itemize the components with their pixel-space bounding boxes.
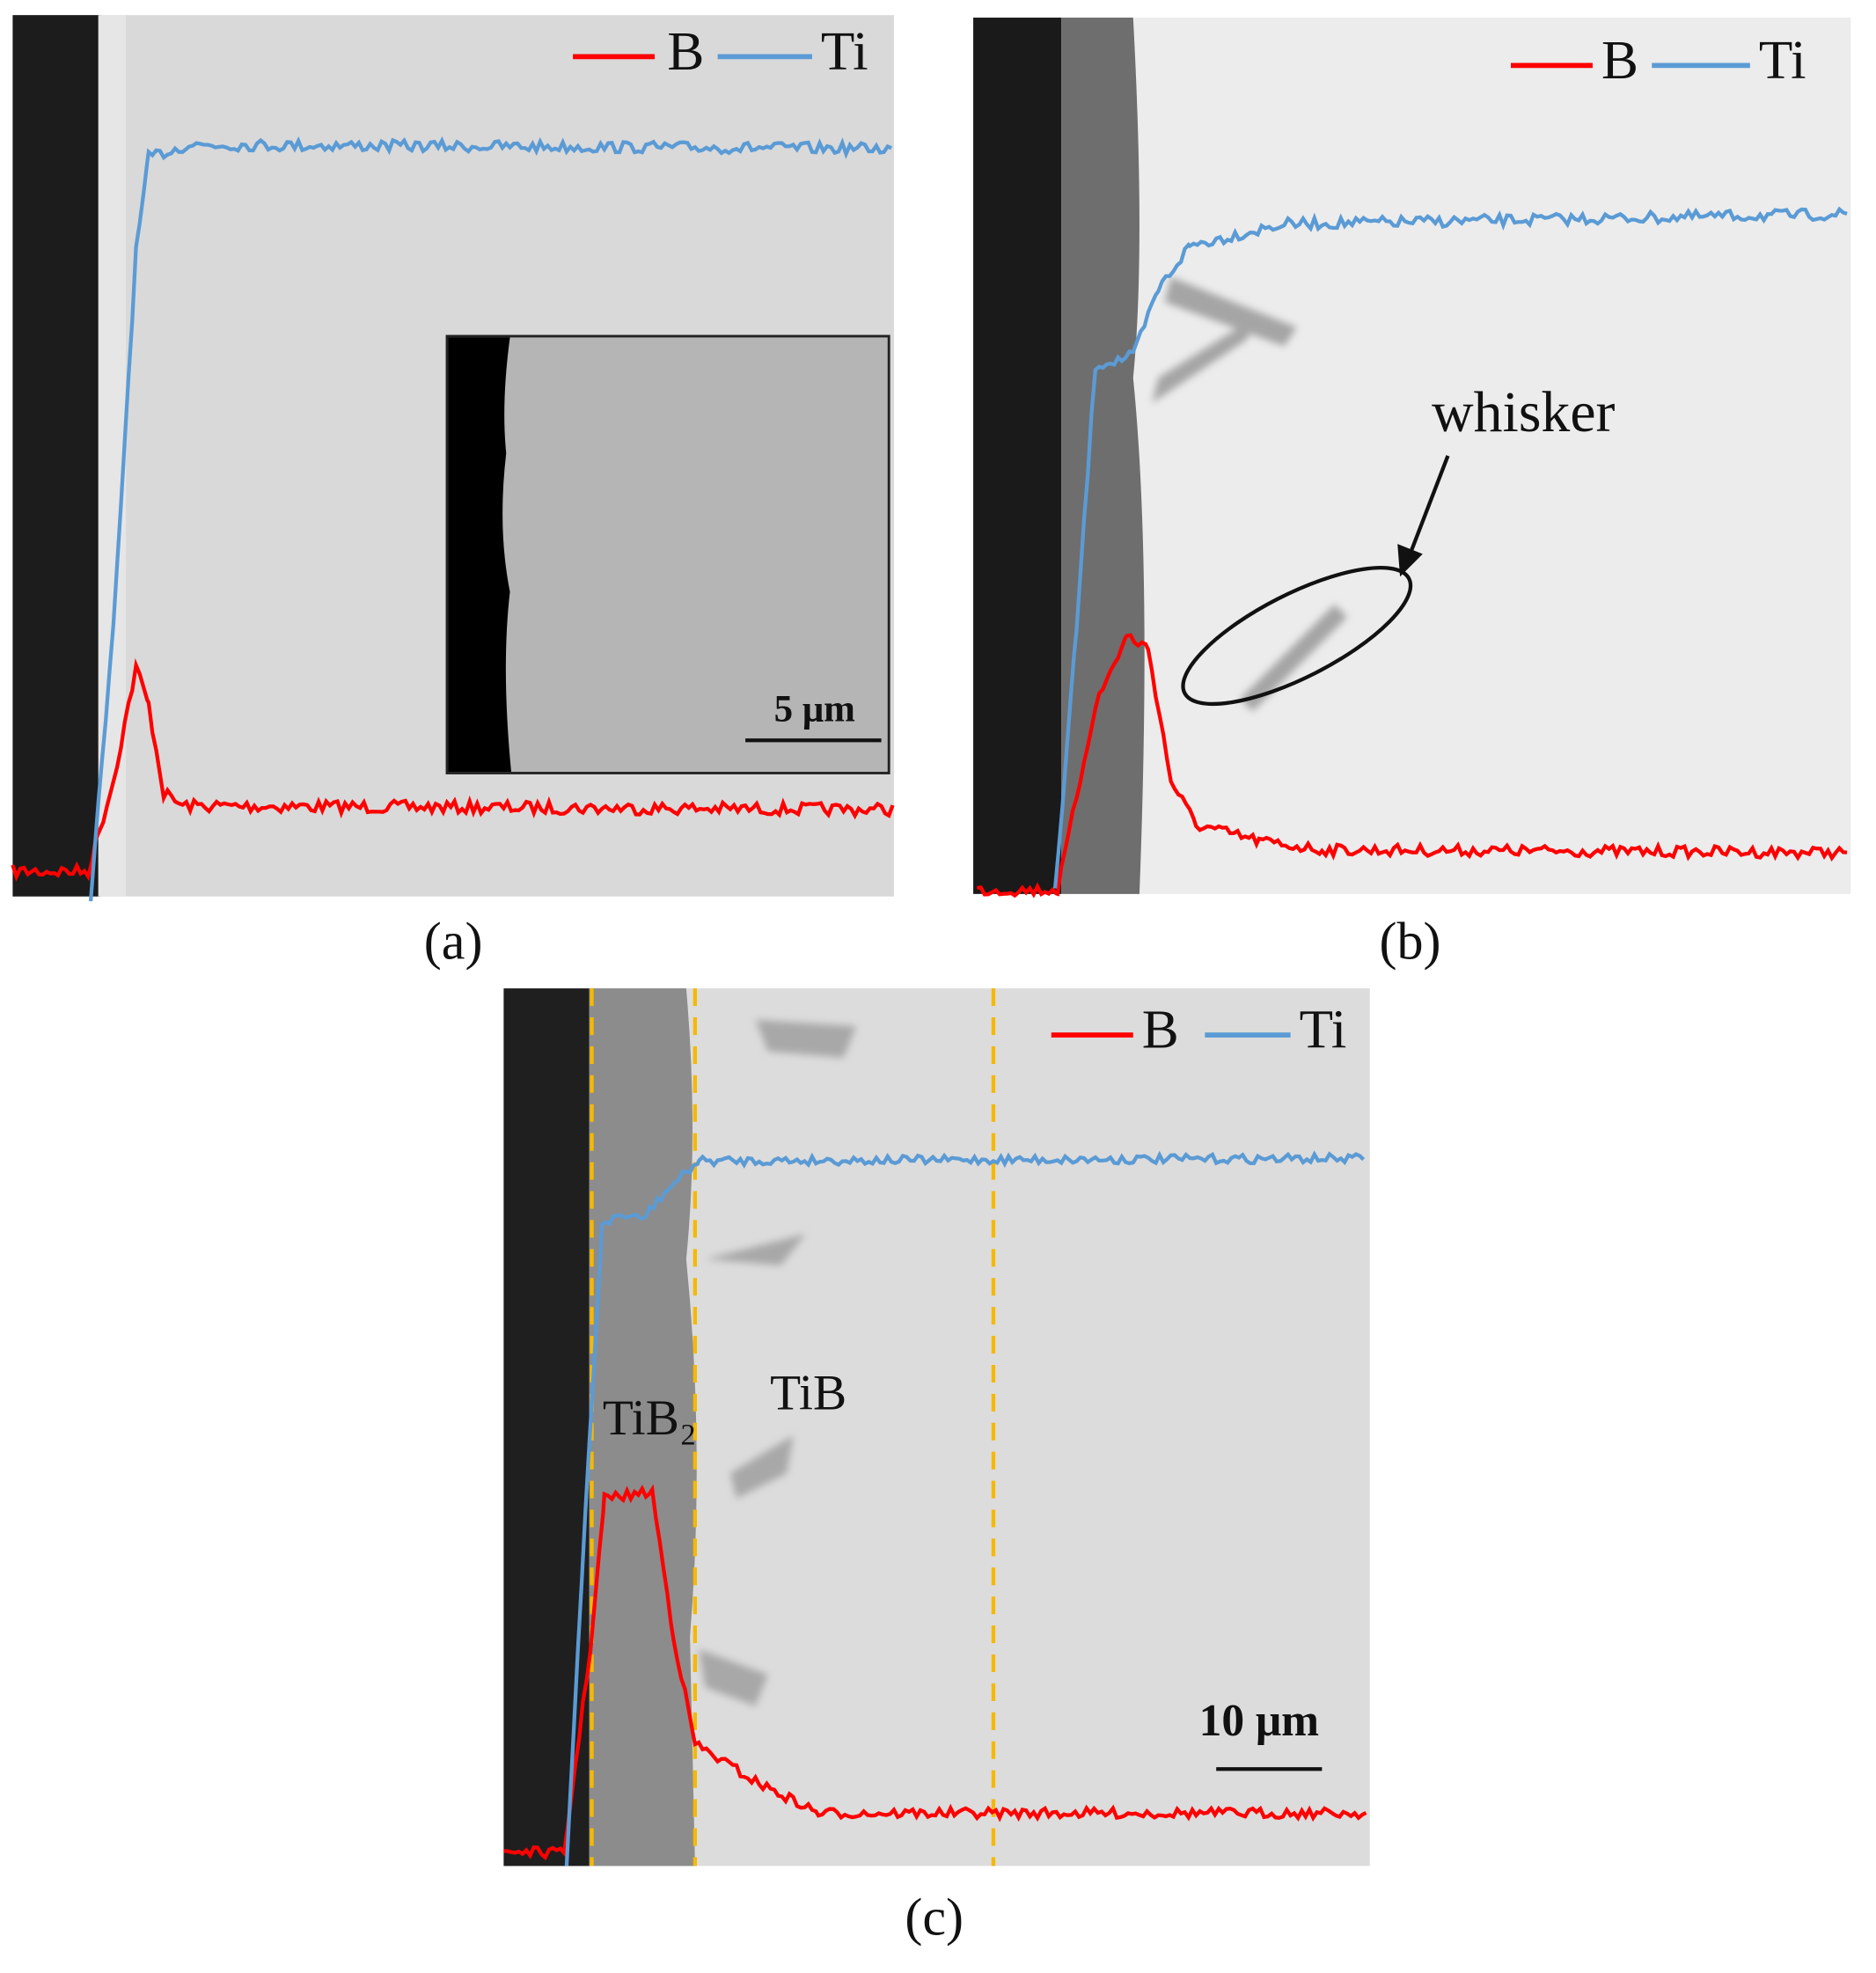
- legend-label: B: [1142, 999, 1179, 1060]
- line-scan: [11, 657, 895, 882]
- legend-label: B: [1601, 29, 1638, 91]
- sem-dark-region: [12, 15, 101, 897]
- legend-label: Ti: [1300, 999, 1347, 1060]
- panel-label: (c): [905, 1888, 964, 1947]
- line-scan: [564, 1150, 1366, 1867]
- annotation: whisker: [1432, 380, 1615, 444]
- panel-a: 5 μm B Ti (a): [11, 15, 895, 971]
- line-scans: [11, 136, 895, 902]
- sem-layer: [589, 988, 697, 1867]
- line-scan: [88, 136, 892, 902]
- legend-label: B: [667, 20, 704, 82]
- panel-label: (a): [424, 912, 483, 971]
- inset-image: [445, 334, 890, 774]
- panel-label: (b): [1380, 912, 1441, 971]
- sem-whiskers: [1152, 276, 1347, 712]
- scale-label: 5 μm: [774, 689, 856, 730]
- panel-c: TiB₂ TiB 10 μm B Ti (c): [503, 988, 1370, 1947]
- line-scan: [503, 1484, 1367, 1861]
- panel-b: whisker B Ti (b): [973, 18, 1851, 971]
- sem-dark-region: [503, 988, 590, 1867]
- legend-label: Ti: [821, 20, 868, 82]
- whisker-ellipse: [1181, 565, 1413, 707]
- arrow-head: [1397, 544, 1423, 577]
- scale-label: 10 μm: [1199, 1696, 1320, 1746]
- phase-label: TiB: [770, 1365, 846, 1420]
- line-scans: [503, 1150, 1367, 1867]
- sem-layer: [1061, 18, 1145, 894]
- arrow: [1408, 455, 1450, 555]
- line-scan: [1052, 206, 1848, 889]
- legend-label: Ti: [1759, 29, 1806, 91]
- line-scan: [977, 633, 1848, 898]
- phase-label: TiB₂: [603, 1390, 697, 1446]
- sem-grains: [699, 1019, 857, 1706]
- inset-dark-region: [448, 337, 511, 773]
- line-scans: [977, 206, 1848, 898]
- sem-dark-region: [973, 18, 1062, 894]
